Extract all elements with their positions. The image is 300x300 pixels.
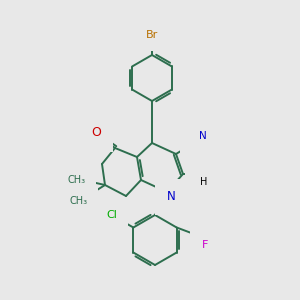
Text: N: N [196, 164, 206, 178]
Text: Br: Br [146, 30, 158, 40]
Text: CH₃: CH₃ [70, 196, 88, 206]
Text: H: H [205, 171, 213, 181]
Text: Cl: Cl [106, 209, 117, 220]
Text: C: C [190, 137, 198, 147]
Text: O: O [91, 127, 101, 140]
Text: F: F [202, 241, 208, 250]
Text: F: F [206, 223, 212, 232]
Text: N: N [167, 190, 176, 203]
Text: N: N [199, 131, 207, 141]
Text: CH₃: CH₃ [68, 175, 86, 185]
Text: F: F [209, 232, 216, 242]
Text: H: H [200, 177, 208, 187]
